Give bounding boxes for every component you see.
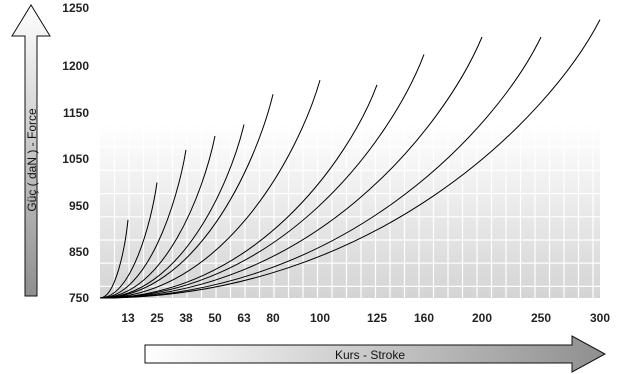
y-tick-labels: 750 850 950 1050 1150 1200 1250 (62, 1, 89, 305)
y-tick-1050: 1050 (62, 152, 89, 166)
force-curve-63 (99, 124, 245, 299)
x-tick-80: 80 (266, 311, 280, 325)
force-curve-80 (99, 94, 274, 299)
y-axis-arrow (11, 4, 51, 297)
x-tick-160: 160 (414, 311, 434, 325)
force-curve-300 (99, 19, 601, 299)
force-curve-38 (99, 149, 187, 299)
x-tick-labels: 13 25 38 50 63 80 100 125 160 200 250 300 (121, 311, 610, 325)
x-tick-38: 38 (179, 311, 193, 325)
x-tick-300: 300 (590, 311, 610, 325)
y-tick-1250: 1250 (62, 1, 89, 15)
x-tick-125: 125 (367, 311, 387, 325)
force-curve-125 (99, 84, 378, 299)
force-curve-25 (99, 182, 158, 299)
force-curve-13 (99, 219, 129, 299)
y-tick-750: 750 (69, 291, 89, 305)
y-axis-title: Güç ( daN ) - Force (25, 108, 39, 212)
x-tick-13: 13 (121, 311, 135, 325)
x-axis-arrow (144, 335, 607, 373)
force-curve-100 (99, 79, 321, 299)
force-curve-250 (99, 36, 542, 299)
x-tick-100: 100 (310, 311, 330, 325)
y-tick-950: 950 (69, 199, 89, 213)
force-curve-50 (99, 135, 216, 299)
y-tick-850: 850 (69, 245, 89, 259)
x-axis-title: Kurs - Stroke (335, 348, 405, 362)
plot-background (100, 8, 600, 298)
grid-lines (100, 8, 600, 298)
x-tick-200: 200 (472, 311, 492, 325)
x-tick-250: 250 (531, 311, 551, 325)
y-tick-1150: 1150 (63, 106, 89, 120)
force-curve-200 (99, 36, 483, 299)
curves (99, 19, 601, 299)
x-tick-63: 63 (237, 311, 251, 325)
x-tick-50: 50 (208, 311, 222, 325)
force-curve-160 (99, 54, 425, 299)
y-tick-1200: 1200 (62, 59, 89, 73)
x-tick-25: 25 (150, 311, 164, 325)
